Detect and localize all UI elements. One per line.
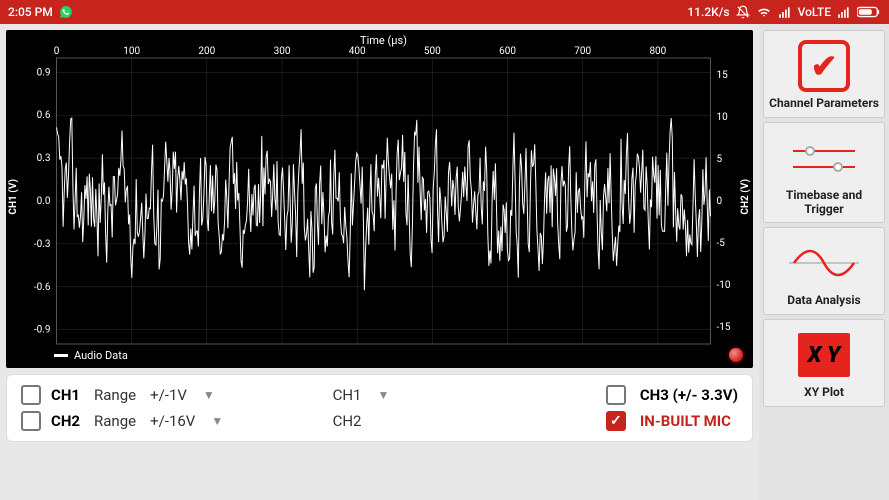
- chart-canvas: Time (µs)01002003004005006007008000.90.6…: [6, 30, 753, 368]
- signal-icon: [778, 5, 792, 19]
- chart-legend: Audio Data: [54, 349, 128, 362]
- svg-text:0: 0: [54, 46, 60, 57]
- svg-text:0.6: 0.6: [37, 110, 51, 121]
- sidebar-label-timebase-trigger: Timebase and Trigger: [768, 189, 880, 217]
- ch1-range-dropdown[interactable]: ▼: [197, 388, 221, 402]
- ch3-checkbox[interactable]: [606, 385, 626, 405]
- main-panel: Time (µs)01002003004005006007008000.90.6…: [0, 24, 759, 500]
- sidebar-label-data-analysis: Data Analysis: [787, 294, 860, 308]
- svg-text:-0.9: -0.9: [34, 325, 51, 336]
- y-axis-left-label: CH1 (V): [8, 179, 19, 215]
- sidebar-label-xy-plot: XY Plot: [804, 386, 844, 400]
- sidebar-item-xy-plot[interactable]: X Y XY Plot: [763, 319, 885, 407]
- ch2-select-value: CH2: [333, 412, 362, 430]
- mic-label: IN-BUILT MIC: [640, 412, 738, 430]
- sidebar-item-data-analysis[interactable]: Data Analysis: [763, 227, 885, 315]
- battery-icon: [857, 6, 881, 18]
- ch1-select-dropdown[interactable]: ▼: [371, 388, 395, 402]
- ch1-label: CH1: [51, 386, 80, 404]
- svg-text:200: 200: [198, 46, 215, 57]
- sliders-icon: [789, 138, 859, 178]
- status-time: 2:05 PM: [8, 5, 53, 19]
- bell-off-icon: [736, 5, 750, 19]
- status-datarate: 11.2K/s: [687, 5, 729, 19]
- ch2-range-label: Range: [94, 412, 136, 430]
- channel-controls-panel: CH1 Range +/-1V ▼ CH1 ▼ CH3 (+/- 3.3V) C…: [6, 374, 753, 442]
- svg-text:300: 300: [274, 46, 291, 57]
- ch2-checkbox[interactable]: [21, 411, 41, 431]
- android-statusbar: 2:05 PM 11.2K/s VoLTE: [0, 0, 889, 24]
- wifi-icon: [756, 5, 772, 19]
- svg-text:15: 15: [717, 70, 729, 81]
- svg-text:-5: -5: [717, 238, 726, 249]
- svg-text:-0.3: -0.3: [34, 239, 51, 250]
- svg-text:500: 500: [424, 46, 441, 57]
- signal-icon-2: [837, 5, 851, 19]
- ch2-range-value: +/-16V: [150, 412, 195, 430]
- sidebar-label-channel-params: Channel Parameters: [769, 97, 879, 111]
- ch1-range-value: +/-1V: [150, 386, 187, 404]
- svg-text:10: 10: [717, 112, 729, 123]
- svg-text:800: 800: [649, 46, 666, 57]
- mic-checkbox[interactable]: [606, 411, 626, 431]
- ch1-select-value: CH1: [333, 386, 362, 404]
- ch3-label: CH3 (+/- 3.3V): [640, 386, 738, 404]
- y-axis-right-label: CH2 (V): [740, 179, 751, 215]
- svg-text:600: 600: [499, 46, 516, 57]
- legend-swatch: [54, 354, 68, 357]
- status-volte: VoLTE: [798, 5, 831, 19]
- checkmark-box-icon: [798, 40, 850, 92]
- sidebar-item-timebase-trigger[interactable]: Timebase and Trigger: [763, 122, 885, 224]
- ch1-checkbox[interactable]: [21, 385, 41, 405]
- legend-label: Audio Data: [74, 349, 128, 362]
- sidebar: Channel Parameters Timebase and Trigger …: [759, 24, 889, 500]
- svg-text:0: 0: [717, 196, 723, 207]
- svg-text:0.0: 0.0: [37, 196, 51, 207]
- svg-text:0.3: 0.3: [37, 153, 51, 164]
- svg-text:Time (µs): Time (µs): [360, 34, 407, 47]
- svg-text:100: 100: [123, 46, 140, 57]
- whatsapp-icon: [59, 5, 73, 19]
- svg-text:-0.6: -0.6: [34, 282, 51, 293]
- svg-text:700: 700: [574, 46, 591, 57]
- ch1-range-label: Range: [94, 386, 136, 404]
- sine-wave-icon: [768, 234, 880, 292]
- svg-text:-10: -10: [717, 280, 731, 291]
- sidebar-item-channel-params[interactable]: Channel Parameters: [763, 30, 885, 118]
- svg-text:400: 400: [349, 46, 366, 57]
- oscilloscope-chart[interactable]: Time (µs)01002003004005006007008000.90.6…: [6, 30, 753, 368]
- record-indicator[interactable]: [729, 348, 743, 362]
- ch2-label: CH2: [51, 412, 80, 430]
- svg-text:-15: -15: [717, 322, 731, 333]
- svg-text:0.9: 0.9: [37, 67, 51, 78]
- xy-icon: X Y: [798, 333, 850, 377]
- svg-text:5: 5: [717, 154, 723, 165]
- ch2-range-dropdown[interactable]: ▼: [205, 414, 229, 428]
